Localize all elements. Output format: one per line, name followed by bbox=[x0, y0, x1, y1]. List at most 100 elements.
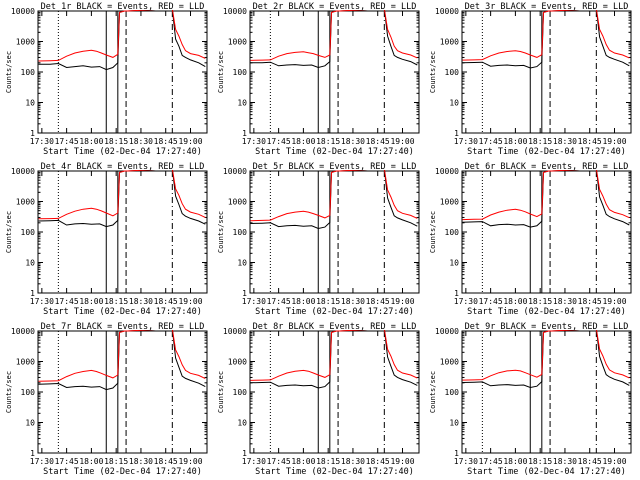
y-tick-label: 10000 bbox=[11, 327, 35, 336]
x-tick-label: 17:30 bbox=[30, 297, 54, 306]
x-tick-label: 17:45 bbox=[267, 297, 291, 306]
y-tick-label: 100 bbox=[233, 228, 248, 237]
x-tick-label: 17:45 bbox=[479, 137, 503, 146]
detector-panel-2: 1 10 100 1000 10000 17:30 17:45 18:00 18:15 18:30… bbox=[217, 2, 420, 157]
x-tick-label: 19:00 bbox=[602, 297, 626, 306]
x-tick-label: 18:00 bbox=[79, 457, 103, 466]
series-lld-line bbox=[250, 330, 418, 381]
panel-title: Det 8r BLACK = Events, RED = LLD bbox=[253, 322, 417, 332]
x-tick-label: 17:30 bbox=[454, 457, 478, 466]
x-tick-label: 18:45 bbox=[154, 457, 178, 466]
y-tick-label: 1000 bbox=[440, 198, 459, 207]
x-tick-label: 18:30 bbox=[341, 137, 365, 146]
plot-frame bbox=[461, 330, 632, 454]
y-axis-label: Counts/sec bbox=[217, 371, 225, 413]
x-tick-label: 18:45 bbox=[154, 297, 178, 306]
y-tick-label: 10 bbox=[449, 419, 459, 428]
y-tick-label: 1 bbox=[242, 289, 247, 298]
detector-panel-3: 1 10 100 1000 10000 17:30 17:45 18:00 18:15 18:30… bbox=[429, 2, 632, 157]
x-tick-label: 18:45 bbox=[154, 137, 178, 146]
detector-panel-8: 1 10 100 1000 10000 17:30 17:45 18:00 18:15 18:30… bbox=[217, 322, 420, 477]
x-tick-label: 18:30 bbox=[341, 457, 365, 466]
x-tick-label: 17:45 bbox=[267, 457, 291, 466]
series-events-line bbox=[462, 330, 630, 389]
x-tick-label: 18:15 bbox=[528, 457, 552, 466]
y-tick-label: 10 bbox=[237, 259, 247, 268]
panel-title: Det 9r BLACK = Events, RED = LLD bbox=[465, 322, 629, 332]
x-tick-label: 18:45 bbox=[578, 457, 602, 466]
x-tick-label: 17:30 bbox=[454, 137, 478, 146]
panel-title: Det 1r BLACK = Events, RED = LLD bbox=[41, 2, 205, 12]
y-tick-label: 1 bbox=[454, 289, 459, 298]
x-tick-label: 19:00 bbox=[178, 457, 202, 466]
x-tick-label: 18:15 bbox=[316, 297, 340, 306]
y-tick-label: 100 bbox=[445, 228, 460, 237]
x-tick-label: 19:00 bbox=[178, 137, 202, 146]
plot-frame bbox=[249, 170, 420, 294]
detector-panel-6: 1 10 100 1000 10000 17:30 17:45 18:00 18:15 18:30… bbox=[429, 162, 632, 317]
panel-title: Det 3r BLACK = Events, RED = LLD bbox=[465, 2, 629, 12]
x-tick-label: 17:30 bbox=[30, 457, 54, 466]
y-tick-label: 1 bbox=[30, 289, 35, 298]
y-tick-label: 100 bbox=[21, 68, 36, 77]
x-axis-label: Start Time (02-Dec-04 17:27:40) bbox=[255, 147, 414, 157]
panel-title: Det 5r BLACK = Events, RED = LLD bbox=[253, 162, 417, 172]
x-axis-label: Start Time (02-Dec-04 17:27:40) bbox=[43, 307, 202, 317]
x-axis-label: Start Time (02-Dec-04 17:27:40) bbox=[255, 467, 414, 477]
panel-title: Det 6r BLACK = Events, RED = LLD bbox=[465, 162, 629, 172]
y-tick-label: 10000 bbox=[435, 327, 459, 336]
y-tick-label: 10 bbox=[449, 99, 459, 108]
y-tick-label: 100 bbox=[445, 388, 460, 397]
y-tick-label: 1 bbox=[242, 129, 247, 138]
y-tick-label: 10 bbox=[237, 419, 247, 428]
x-tick-label: 18:00 bbox=[79, 297, 103, 306]
x-tick-label: 18:30 bbox=[553, 297, 577, 306]
series-lld-line bbox=[38, 10, 206, 62]
series-events-line bbox=[250, 170, 418, 230]
y-tick-label: 1 bbox=[30, 129, 35, 138]
y-tick-label: 10 bbox=[25, 259, 35, 268]
x-tick-label: 19:00 bbox=[390, 297, 414, 306]
y-tick-label: 100 bbox=[445, 68, 460, 77]
x-tick-label: 18:45 bbox=[366, 137, 390, 146]
y-tick-label: 1000 bbox=[16, 38, 35, 47]
y-tick-label: 10000 bbox=[11, 167, 35, 176]
y-tick-label: 1000 bbox=[440, 38, 459, 47]
x-tick-label: 18:45 bbox=[366, 457, 390, 466]
plot-frame bbox=[37, 10, 208, 134]
x-tick-label: 19:00 bbox=[390, 457, 414, 466]
y-tick-label: 100 bbox=[233, 388, 248, 397]
y-tick-label: 1 bbox=[30, 449, 35, 458]
x-axis-label: Start Time (02-Dec-04 17:27:40) bbox=[255, 307, 414, 317]
x-tick-label: 17:45 bbox=[479, 297, 503, 306]
x-tick-label: 17:30 bbox=[242, 137, 266, 146]
x-tick-label: 18:15 bbox=[316, 137, 340, 146]
x-tick-label: 18:00 bbox=[503, 297, 527, 306]
y-tick-label: 1000 bbox=[16, 198, 35, 207]
detector-panel-9: 1 10 100 1000 10000 17:30 17:45 18:00 18:15 18:30… bbox=[429, 322, 632, 477]
plot-frame bbox=[461, 10, 632, 134]
x-tick-label: 18:00 bbox=[503, 457, 527, 466]
panel-title: Det 7r BLACK = Events, RED = LLD bbox=[41, 322, 205, 332]
y-tick-label: 10000 bbox=[435, 7, 459, 16]
y-axis-label: Counts/sec bbox=[429, 51, 437, 93]
x-tick-label: 17:45 bbox=[55, 457, 79, 466]
y-axis-label: Counts/sec bbox=[429, 211, 437, 253]
plot-frame bbox=[249, 330, 420, 454]
x-tick-label: 19:00 bbox=[178, 297, 202, 306]
y-tick-label: 1000 bbox=[16, 358, 35, 367]
x-tick-label: 18:30 bbox=[341, 297, 365, 306]
x-tick-label: 18:15 bbox=[316, 457, 340, 466]
y-tick-label: 100 bbox=[21, 228, 36, 237]
x-tick-label: 18:30 bbox=[553, 457, 577, 466]
x-axis-label: Start Time (02-Dec-04 17:27:40) bbox=[467, 307, 626, 317]
x-axis-label: Start Time (02-Dec-04 17:27:40) bbox=[43, 147, 202, 157]
x-tick-label: 17:45 bbox=[479, 457, 503, 466]
y-tick-label: 10 bbox=[25, 99, 35, 108]
x-tick-label: 17:30 bbox=[242, 457, 266, 466]
x-axis-label: Start Time (02-Dec-04 17:27:40) bbox=[43, 467, 202, 477]
x-tick-label: 18:15 bbox=[104, 457, 128, 466]
panel-title: Det 4r BLACK = Events, RED = LLD bbox=[41, 162, 205, 172]
x-tick-label: 18:00 bbox=[291, 457, 315, 466]
x-tick-label: 18:15 bbox=[104, 137, 128, 146]
